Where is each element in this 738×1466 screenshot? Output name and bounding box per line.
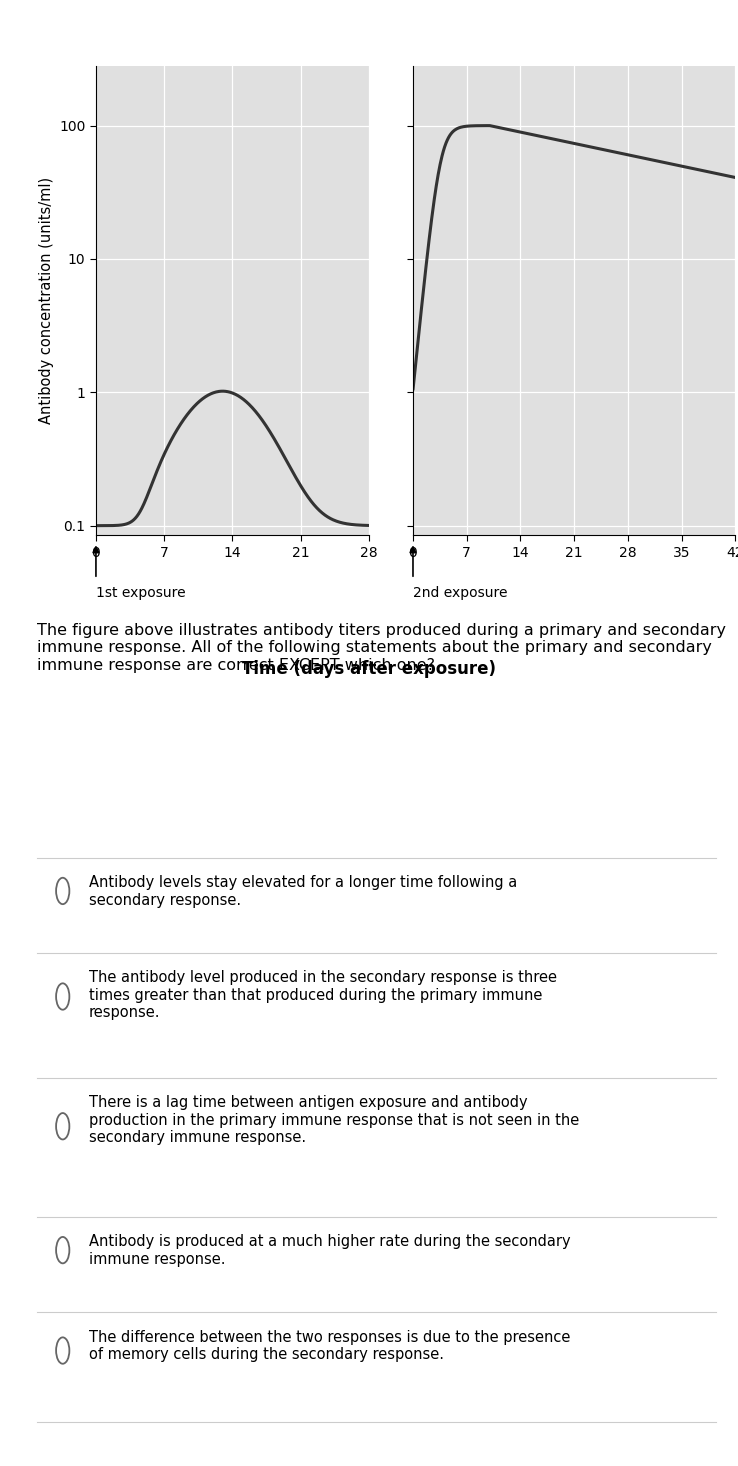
Y-axis label: Antibody concentration (units/ml): Antibody concentration (units/ml) [38, 177, 54, 424]
Text: Antibody is produced at a much higher rate during the secondary
immune response.: Antibody is produced at a much higher ra… [89, 1234, 570, 1267]
Text: 1st exposure: 1st exposure [96, 586, 185, 601]
Text: Antibody levels stay elevated for a longer time following a
secondary response.: Antibody levels stay elevated for a long… [89, 875, 517, 907]
Text: 2nd exposure: 2nd exposure [413, 586, 508, 601]
Text: The antibody level produced in the secondary response is three
times greater tha: The antibody level produced in the secon… [89, 970, 556, 1020]
Text: There is a lag time between antigen exposure and antibody
production in the prim: There is a lag time between antigen expo… [89, 1095, 579, 1145]
Text: Time (days after exposure): Time (days after exposure) [242, 660, 496, 677]
Text: The figure above illustrates antibody titers produced during a primary and secon: The figure above illustrates antibody ti… [37, 623, 726, 673]
Text: The difference between the two responses is due to the presence
of memory cells : The difference between the two responses… [89, 1330, 570, 1362]
